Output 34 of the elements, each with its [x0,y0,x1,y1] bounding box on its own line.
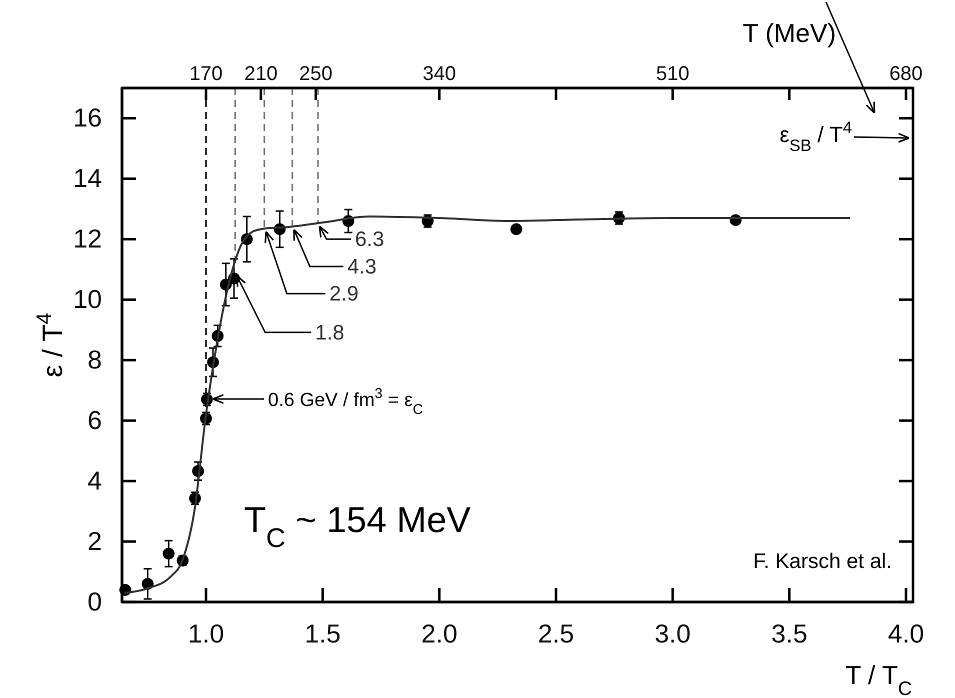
x-tick-label: 1.0 [188,618,224,648]
x-tick-label: 2.0 [421,618,458,648]
annotation: 0.6 GeV / fm$^{3}$ = ε$_{C}$ [268,386,424,418]
x2-tick-label: 250 [299,63,332,85]
x-tick-label: 4.0 [888,618,924,648]
y-tick-label: 6 [88,404,102,435]
y-tick-label: 12 [73,223,102,254]
point [162,548,175,560]
x-tick-label: 1.5 [304,618,341,648]
y-tick-label: 4 [88,465,102,496]
y-tick-label: 10 [73,284,102,314]
x2-tick-label: 680 [889,63,923,85]
point [510,223,522,236]
x-tick-label: 3.5 [771,618,808,648]
y-tick-label: 8 [88,344,102,374]
y-tick-label: 0 [88,586,102,616]
x2-axis-title: T (MeV) [742,18,836,48]
annotation: T$_{C}$ ~ 154 MeV [244,499,471,553]
annotation: ε$_{SB}$ / T$^{4}$ [780,119,852,155]
x-axis-title: T / T$_{C}$ [845,660,912,698]
x2-tick-label: 510 [656,63,690,85]
y-tick-label: 14 [73,163,102,194]
annotation: 2.9 [329,282,359,306]
x-tick-label: 3.0 [654,618,691,648]
y-tick-label: 2 [88,526,102,556]
annotation: F. Karsch et al. [753,550,892,573]
x2-tick-label: 170 [189,63,223,85]
x-tick-label: 2.5 [538,618,574,648]
x2-tick-label: 210 [244,63,278,85]
annotation: 4.3 [347,255,377,278]
x2-tick-label: 340 [422,63,456,85]
annotation: 1.8 [315,321,344,344]
y-tick-label: 16 [73,102,102,133]
annotation: 6.3 [355,228,384,252]
